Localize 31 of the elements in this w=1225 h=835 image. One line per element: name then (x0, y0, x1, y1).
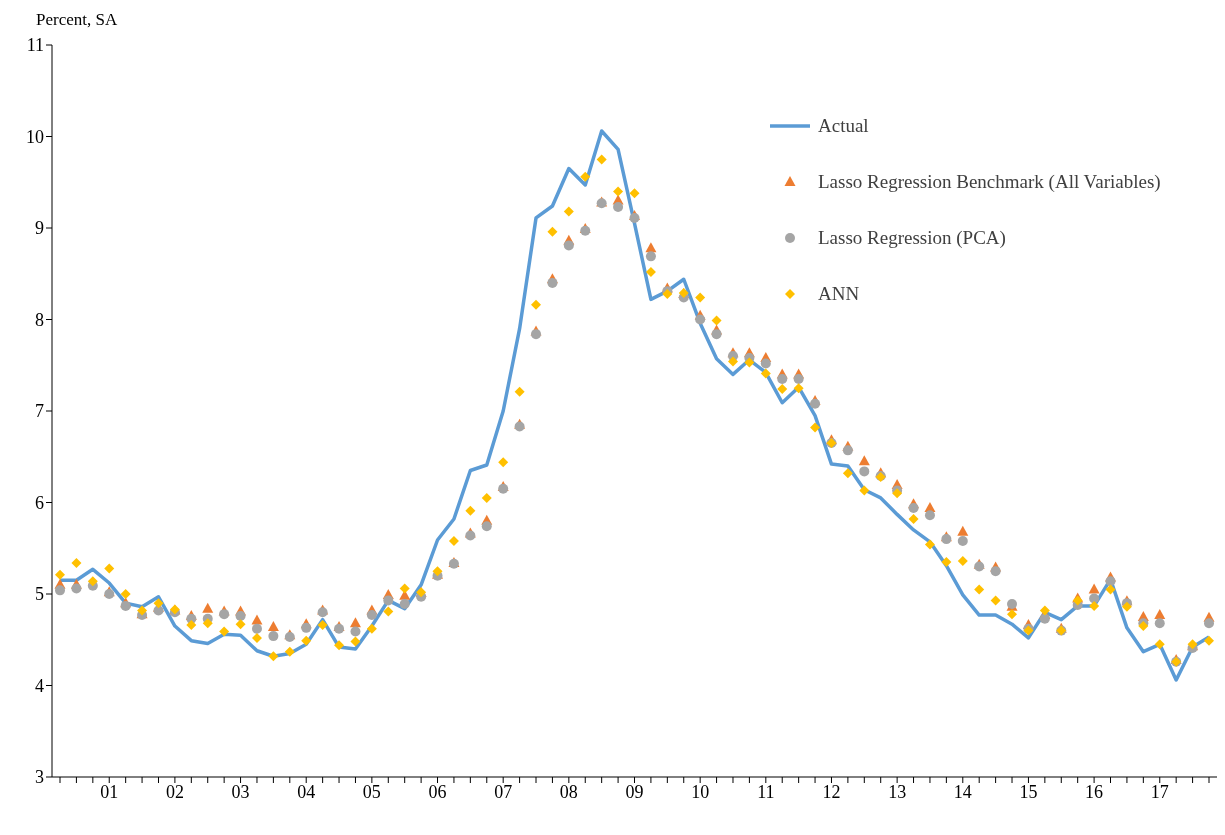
x-tick-label: 02 (165, 781, 184, 802)
x-tick-label: 11 (757, 781, 775, 802)
x-tick-label: 15 (1019, 781, 1038, 802)
legend-label: Lasso Regression Benchmark (All Variables) (818, 171, 1161, 193)
y-tick-label: 8 (35, 309, 44, 330)
y-tick-label: 9 (35, 218, 44, 239)
x-tick-label: 01 (100, 781, 119, 802)
y-tick-label: 7 (35, 401, 44, 422)
y-axis-title: Percent, SA (36, 10, 118, 30)
y-tick-label: 11 (26, 35, 44, 56)
x-tick-label: 03 (231, 781, 250, 802)
legend-label: ANN (818, 283, 860, 305)
x-tick-label: 10 (691, 781, 710, 802)
legend-label: Lasso Regression (PCA) (818, 227, 1006, 249)
x-tick-label: 14 (953, 781, 972, 802)
x-tick-label: 05 (362, 781, 381, 802)
x-tick-label: 16 (1085, 781, 1104, 802)
x-tick-label: 08 (559, 781, 578, 802)
x-tick-label: 17 (1150, 781, 1169, 802)
y-tick-label: 4 (35, 675, 44, 696)
x-tick-label: 09 (625, 781, 644, 802)
y-tick-label: 10 (26, 126, 44, 147)
y-tick-label: 3 (35, 767, 44, 788)
x-tick-label: 07 (494, 781, 513, 802)
y-tick-label: 6 (35, 492, 44, 513)
x-tick-label: 06 (428, 781, 447, 802)
y-tick-label: 5 (35, 584, 44, 605)
x-tick-label: 04 (297, 781, 316, 802)
x-tick-label: 12 (822, 781, 841, 802)
x-tick-label: 13 (888, 781, 907, 802)
legend-label: Actual (818, 115, 869, 137)
